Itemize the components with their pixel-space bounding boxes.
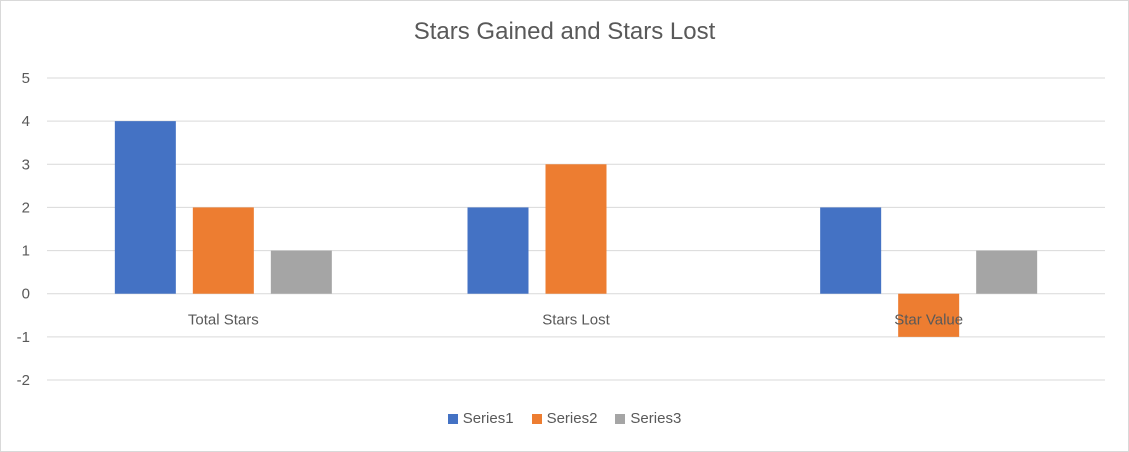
y-tick-label: -1 [17,329,30,346]
legend-item-series1: Series1 [447,410,514,427]
legend-label: Series1 [462,410,514,427]
x-category-label: Total Stars [188,312,259,329]
legend-swatch [531,413,542,424]
y-tick-label: 2 [22,199,30,216]
bar-series2-total-stars [192,207,254,294]
y-tick-label: 0 [22,286,30,303]
bar-series2-stars-lost [545,164,607,294]
legend-swatch [447,413,458,424]
legend-item-series3: Series3 [615,410,681,427]
y-tick-label: 3 [22,156,30,173]
y-tick-label: 4 [22,113,30,130]
x-category-label: Star Value [894,312,963,329]
y-tick-label: 5 [22,70,30,87]
bar-series2-star-value [898,293,960,337]
y-tick-label: 1 [22,243,30,260]
legend-label: Series2 [546,410,598,427]
bar-series3-star-value [976,250,1038,294]
legend-swatch [615,413,626,424]
legend-item-series2: Series2 [531,410,598,427]
chart-legend: Series1 Series2 Series3 [0,410,1129,427]
legend-label: Series3 [630,410,682,427]
bar-series1-stars-lost [467,207,529,294]
chart-title: Stars Gained and Stars Lost [413,18,716,45]
x-category-label: Stars Lost [542,312,610,329]
y-tick-label: -2 [17,372,30,389]
bar-series1-star-value [820,207,882,294]
bar-series1-total-stars [114,121,176,294]
bar-series3-total-stars [270,250,332,294]
